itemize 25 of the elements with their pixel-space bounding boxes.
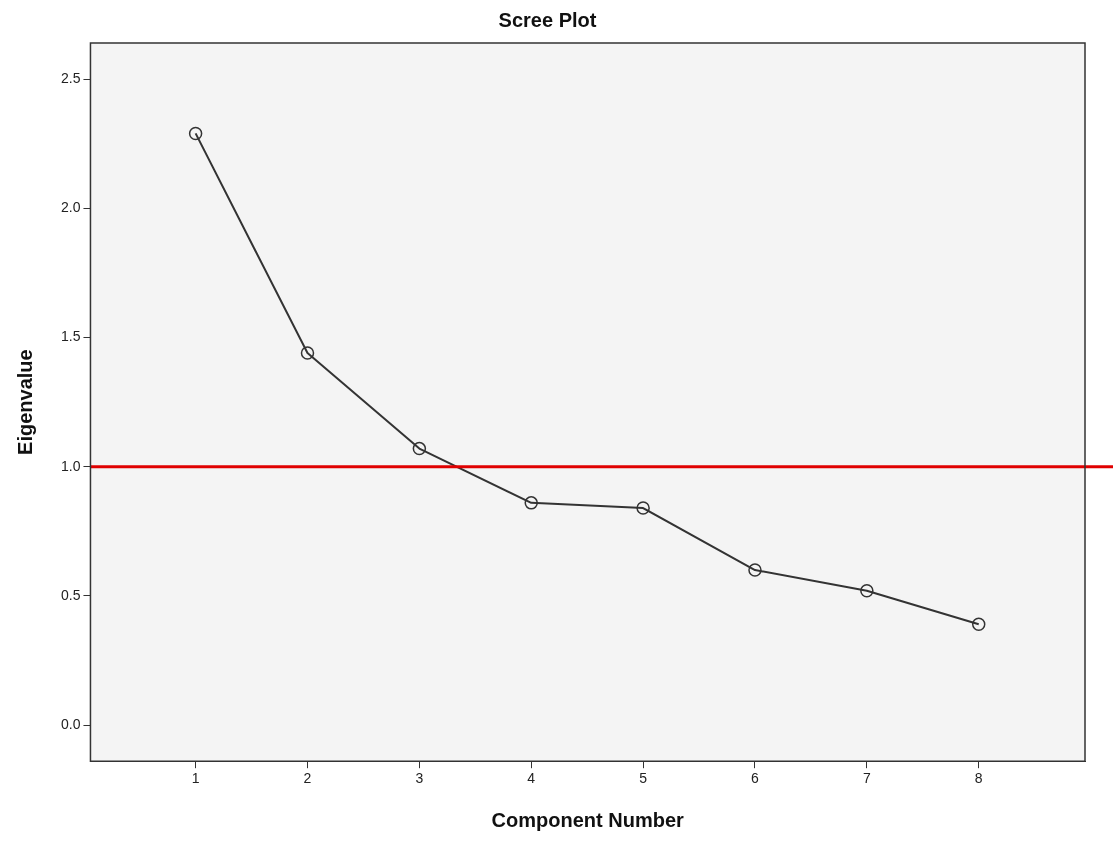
point xyxy=(860,583,874,598)
point xyxy=(188,126,203,141)
y-tick-label: 0.5 xyxy=(60,586,81,603)
y-tick-label: 2.0 xyxy=(60,199,81,216)
x-tick-label: 2 xyxy=(303,770,312,787)
y-tick-label: 0.0 xyxy=(60,715,81,732)
point xyxy=(971,617,986,632)
x-tick-label: 8 xyxy=(974,770,983,787)
point xyxy=(300,346,315,360)
y-axis-title: Eigenvalue xyxy=(13,349,36,455)
y-tick-label: 2.5 xyxy=(60,70,81,87)
y-tick-label: 1.5 xyxy=(60,328,81,345)
x-tick-label: 1 xyxy=(191,770,200,787)
x-tick-label: 4 xyxy=(527,770,536,787)
x-axis-title: Component Number xyxy=(491,808,685,831)
y-tick-label: 1.0 xyxy=(60,457,81,474)
point xyxy=(636,501,650,515)
point xyxy=(748,563,762,577)
chart-title: Scree Plot xyxy=(498,8,597,31)
x-tick-label: 3 xyxy=(415,770,424,787)
x-tick-label: 6 xyxy=(751,770,760,787)
point xyxy=(412,441,427,456)
x-tick-label: 7 xyxy=(862,770,871,787)
point xyxy=(524,496,538,510)
x-tick-label: 5 xyxy=(639,770,648,787)
